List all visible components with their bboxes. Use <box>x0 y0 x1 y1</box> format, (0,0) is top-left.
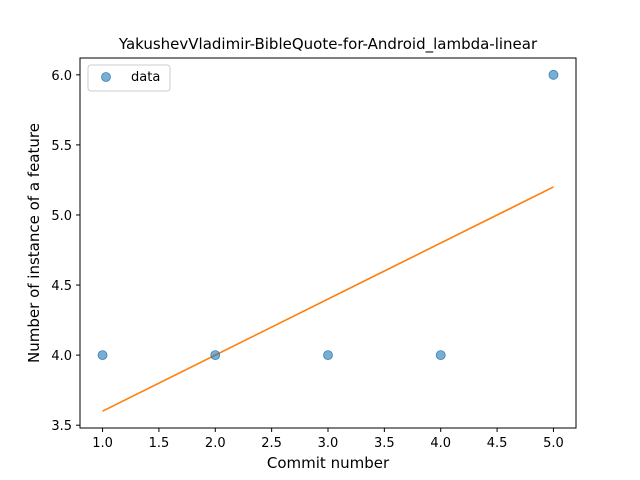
data-point <box>548 69 559 80</box>
x-tick-label: 1.5 <box>149 436 170 451</box>
data-point <box>435 350 446 361</box>
data-point <box>210 350 221 361</box>
legend: data <box>87 64 171 92</box>
plot-frame <box>79 57 577 429</box>
x-axis-label: Commit number <box>267 454 390 472</box>
y-tick-label: 5.5 <box>51 139 72 154</box>
x-tick-label: 4.0 <box>430 436 451 451</box>
y-tick-label: 3.5 <box>51 419 72 434</box>
y-tick-label: 4.0 <box>51 349 72 364</box>
y-tick-label: 6.0 <box>51 69 72 84</box>
x-tick-label: 2.0 <box>205 436 226 451</box>
fit-line <box>102 186 554 412</box>
x-tick-label: 5.0 <box>543 436 564 451</box>
ticks: 1.0 1.5 2.0 2.5 3.0 3.5 4.0 4.5 5.0 3.5 4.0 4.5 5.0 5… <box>51 69 563 451</box>
x-tick-label: 2.5 <box>261 436 282 451</box>
x-tick-label: 1.0 <box>92 436 113 451</box>
chart-title: YakushevVladimir-BibleQuote-for-Android_… <box>118 35 538 54</box>
y-tick-label: 5.0 <box>51 209 72 224</box>
y-axis-label: Number of instance of a feature <box>25 123 43 363</box>
legend-box <box>87 64 171 92</box>
marks <box>97 69 559 412</box>
x-tick-label: 4.5 <box>487 436 508 451</box>
legend-marker <box>101 72 111 82</box>
legend-label: data <box>131 70 160 85</box>
data-point <box>97 350 108 361</box>
data-point <box>323 350 333 361</box>
x-tick-label: 3.5 <box>374 436 395 451</box>
x-tick-label: 3.0 <box>318 436 339 451</box>
y-tick-label: 4.5 <box>51 279 72 294</box>
